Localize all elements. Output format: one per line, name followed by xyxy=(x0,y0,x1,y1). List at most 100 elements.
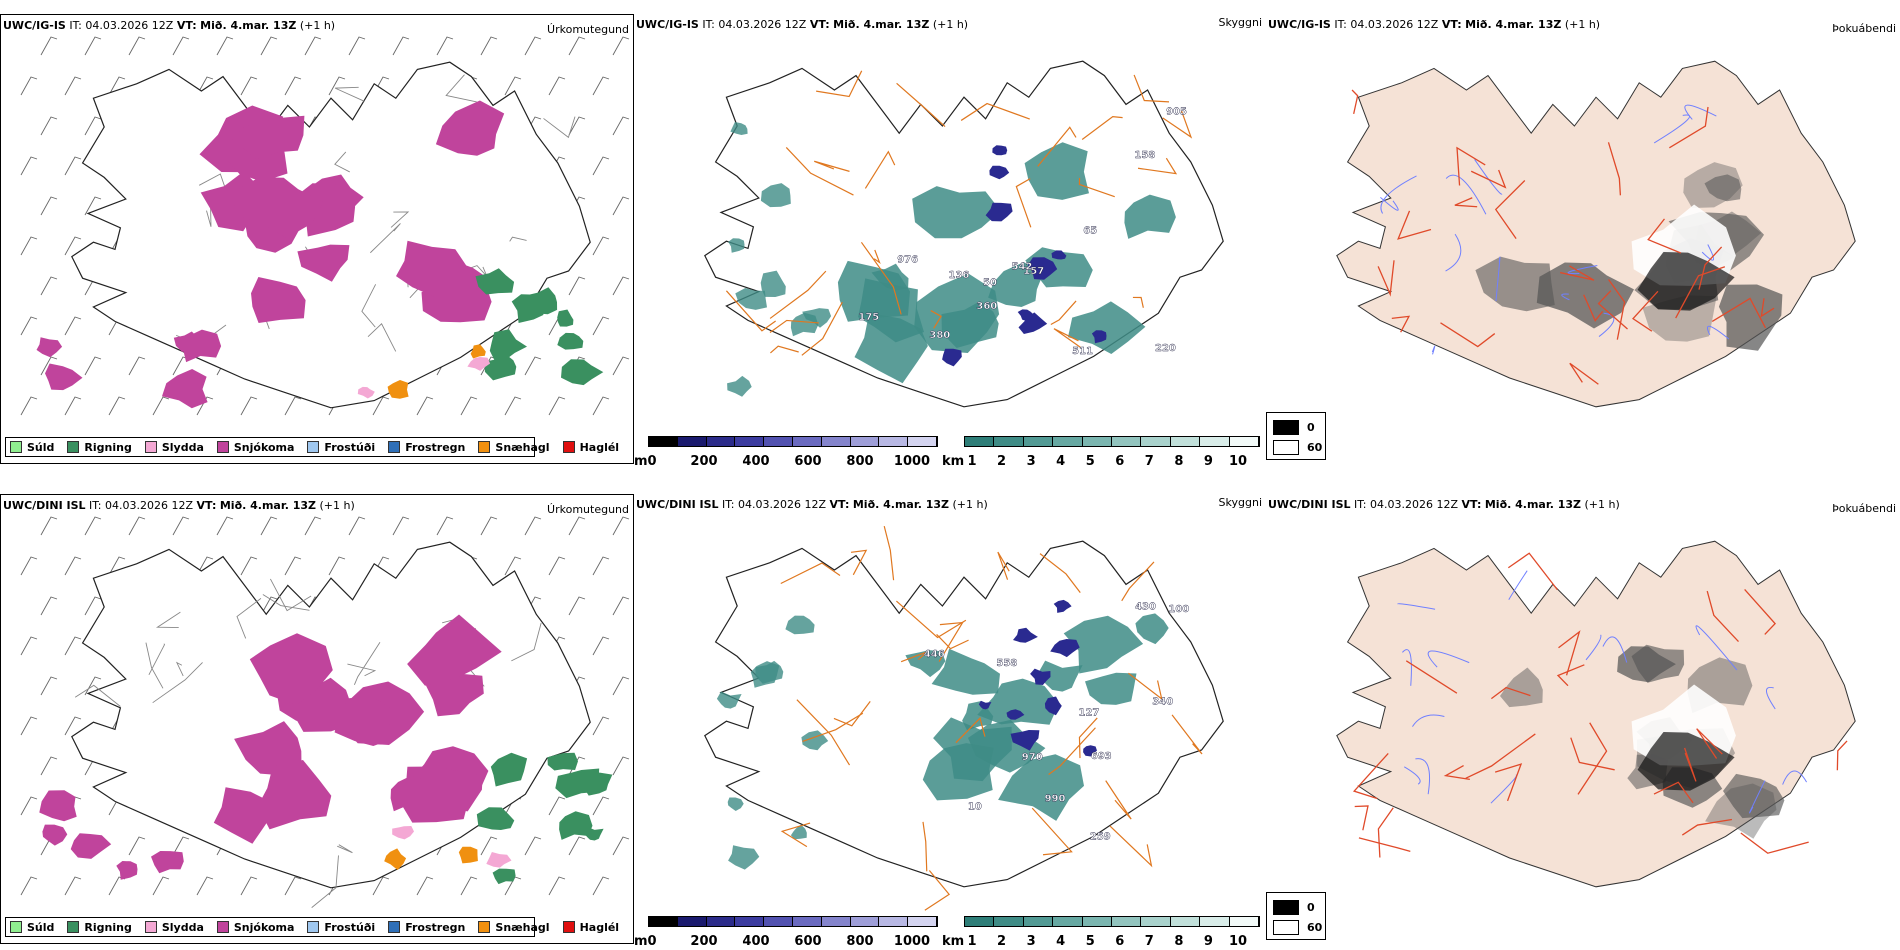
snowfall-area xyxy=(234,721,302,776)
wind-barb xyxy=(592,76,610,96)
legend-item: Haglél xyxy=(562,441,619,454)
snowfall-area xyxy=(251,277,306,323)
snowfall-area xyxy=(70,833,112,859)
snowfall-area xyxy=(297,244,350,282)
legend-label: Rigning xyxy=(84,440,132,454)
wind-barb xyxy=(20,396,38,416)
wind-barb xyxy=(260,36,278,56)
legend-swatch xyxy=(67,441,80,453)
road-line xyxy=(1577,722,1608,795)
fog-area xyxy=(1683,162,1743,208)
colorbar-segment xyxy=(706,917,736,926)
fog-legend-swatch xyxy=(1273,440,1299,455)
iceland-outline xyxy=(71,61,591,409)
colorbar-segment xyxy=(994,437,1024,446)
river-line xyxy=(1701,244,1714,261)
legend-swatch xyxy=(10,921,22,933)
road-line xyxy=(860,241,902,315)
wind-barb xyxy=(196,556,214,576)
wind-barb xyxy=(172,36,190,56)
wind-barb xyxy=(524,836,542,856)
wind-barb xyxy=(216,516,234,536)
river-line xyxy=(1380,196,1399,211)
colorbar-tick-label: 6 xyxy=(1115,934,1125,946)
wind-barb xyxy=(128,836,146,856)
colorbar-tick-label: 0 xyxy=(647,454,657,466)
visibility-value-label: 340 xyxy=(1152,697,1173,708)
legend-label: Súld xyxy=(27,440,55,454)
road-line xyxy=(1397,210,1432,240)
snowfall-area xyxy=(396,240,468,297)
panel-name: Úrkomutegund xyxy=(547,23,629,36)
road-line xyxy=(814,160,850,172)
visibility-colorbar-km: km 1 2 3 4 5 6 7 8 9 10 xyxy=(942,916,1260,946)
low-visibility-area xyxy=(716,691,742,709)
road-line xyxy=(1669,106,1709,149)
fog-legend-label: 60 xyxy=(1307,921,1323,934)
region-border xyxy=(509,236,527,242)
mixed-precip-area xyxy=(392,826,414,840)
river-line xyxy=(1653,114,1691,144)
wind-barb xyxy=(612,36,630,56)
fog-visibility-area xyxy=(1091,330,1107,344)
wind-barb xyxy=(172,836,190,856)
road-line xyxy=(955,716,986,744)
colorbar-segment xyxy=(1082,437,1113,446)
rain-area xyxy=(476,807,515,830)
river-line xyxy=(1782,770,1808,785)
road-line xyxy=(1490,686,1531,700)
road-line xyxy=(769,270,827,319)
colorbar-tick-label: 4 xyxy=(1056,454,1066,466)
road-line xyxy=(883,526,895,581)
river-line xyxy=(1397,603,1436,610)
colorbar-segment xyxy=(1141,917,1171,926)
colorbar-tick-label: 9 xyxy=(1203,454,1213,466)
road-line xyxy=(1711,297,1766,329)
wind-barb xyxy=(416,876,434,896)
low-visibility-area xyxy=(998,754,1084,821)
colorbar-tick-label: 5 xyxy=(1085,454,1095,466)
fog-legend-label: 0 xyxy=(1307,421,1315,434)
colorbar-tick-label: 6 xyxy=(1115,454,1125,466)
colorbar-tick-label: 2 xyxy=(997,454,1007,466)
wind-barb xyxy=(480,836,498,856)
low-visibility-area xyxy=(790,824,807,840)
legend-item: Rigning xyxy=(67,440,132,454)
river-line xyxy=(1749,780,1766,814)
wind-barb xyxy=(592,636,610,656)
wind-barb xyxy=(392,36,410,56)
snowfall-area xyxy=(239,115,305,160)
road-line xyxy=(1078,717,1098,759)
wind-barb xyxy=(568,116,586,136)
snowfall-area xyxy=(39,790,77,822)
road-line xyxy=(802,712,864,743)
colorbar-tick-label: 200 xyxy=(690,454,718,466)
wind-barb xyxy=(548,876,566,896)
road-line xyxy=(896,82,946,128)
road-line xyxy=(1405,660,1458,694)
wind-barb xyxy=(152,876,170,896)
road-line xyxy=(997,551,1010,580)
legend-swatch xyxy=(478,441,491,453)
visibility-value-label: 542 xyxy=(1012,262,1033,273)
colorbar-segment xyxy=(1200,917,1230,926)
fog-index-map-row1: UWC/IG-IS IT: 04.03.2026 12Z VT: Mið. 4.… xyxy=(1266,14,1900,466)
legend-label: Snæhagl xyxy=(495,920,550,934)
wind-barb xyxy=(284,76,302,96)
panel-name: Úrkomutegund xyxy=(547,503,629,516)
road-line xyxy=(1133,74,1170,103)
mixed-precip-area xyxy=(467,357,491,371)
wind-barb xyxy=(548,796,566,816)
wind-barb xyxy=(592,876,610,896)
visibility-value-label: 970 xyxy=(1022,752,1043,763)
precip-legend: Súld Rigning Slydda Snjókoma Frostúði Frostre… xyxy=(5,917,619,937)
colorbar-segment xyxy=(821,437,851,446)
wind-barb xyxy=(84,516,102,536)
visibility-value-label: 430 xyxy=(1135,602,1156,613)
road-line xyxy=(1744,589,1777,635)
wind-barb xyxy=(372,396,390,416)
snowfall-area xyxy=(407,614,502,686)
legend-swatch xyxy=(307,441,320,453)
wind-barb xyxy=(480,516,498,536)
wind-barb xyxy=(64,236,82,256)
